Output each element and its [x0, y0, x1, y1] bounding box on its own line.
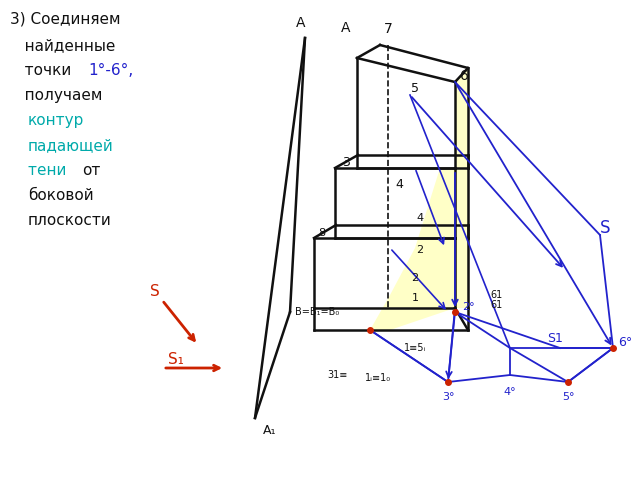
- Text: получаем: получаем: [10, 88, 102, 103]
- Text: 6: 6: [460, 69, 469, 83]
- Text: 3°: 3°: [442, 392, 454, 402]
- Text: 6°: 6°: [618, 336, 632, 348]
- Text: от: от: [82, 163, 100, 178]
- Text: 5°: 5°: [562, 392, 574, 402]
- Text: A: A: [340, 21, 350, 35]
- Text: 61: 61: [490, 300, 502, 310]
- Text: точки: точки: [10, 63, 76, 78]
- Text: тени: тени: [28, 163, 71, 178]
- Text: 4°: 4°: [504, 387, 516, 397]
- Text: 1: 1: [412, 293, 419, 303]
- Text: плоскости: плоскости: [28, 213, 112, 228]
- Text: 4: 4: [417, 213, 424, 223]
- Text: S₁: S₁: [168, 352, 184, 368]
- Text: 2°: 2°: [462, 302, 475, 312]
- Text: A₁: A₁: [263, 424, 276, 437]
- Text: 1≡5ᵢ: 1≡5ᵢ: [404, 343, 426, 353]
- Text: 7: 7: [383, 22, 392, 36]
- Polygon shape: [370, 68, 468, 330]
- Text: S: S: [600, 219, 611, 237]
- Text: 1ᵢ≡1₀: 1ᵢ≡1₀: [365, 373, 391, 383]
- Text: 8: 8: [318, 228, 325, 238]
- Text: 4: 4: [395, 179, 403, 192]
- Text: 61: 61: [490, 290, 502, 300]
- Text: падающей: падающей: [28, 138, 114, 153]
- Text: 31≡: 31≡: [328, 370, 348, 380]
- Text: боковой: боковой: [28, 188, 93, 203]
- Text: A: A: [296, 16, 306, 30]
- Text: 5: 5: [411, 82, 419, 95]
- Text: S1: S1: [547, 332, 563, 345]
- Text: 3) Соединяем: 3) Соединяем: [10, 12, 120, 27]
- Text: 1°-6°,: 1°-6°,: [88, 63, 133, 78]
- Text: B=B₁=B₀: B=B₁=B₀: [295, 307, 339, 317]
- Text: контур: контур: [28, 113, 84, 128]
- Text: 2: 2: [417, 245, 424, 255]
- Text: найденные: найденные: [10, 38, 115, 53]
- Text: 3: 3: [342, 156, 350, 169]
- Text: S: S: [150, 285, 160, 300]
- Text: 2: 2: [412, 273, 419, 283]
